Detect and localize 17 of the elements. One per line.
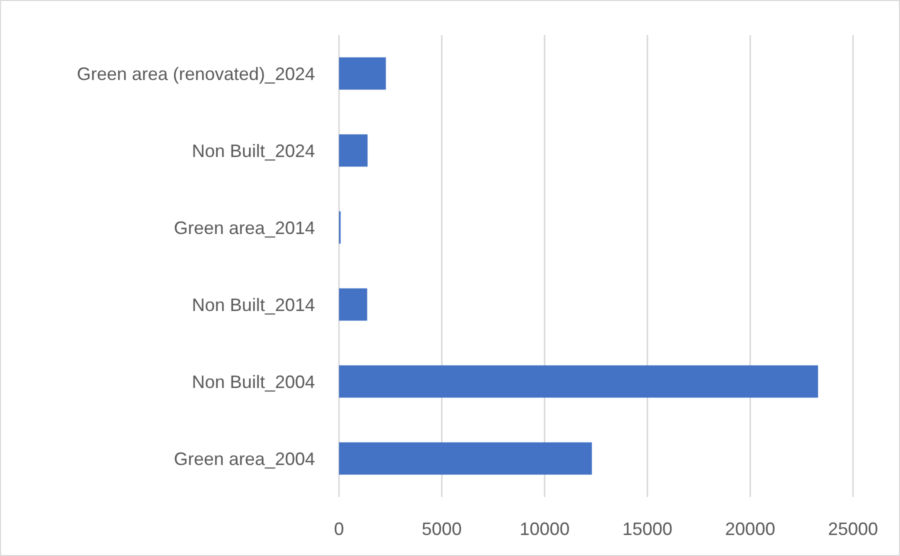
bar xyxy=(339,442,592,475)
y-tick-label: Green area_2004 xyxy=(174,448,315,469)
x-tick-label: 15000 xyxy=(622,519,672,539)
x-tick-label: 5000 xyxy=(422,519,462,539)
x-tick-label: 20000 xyxy=(725,519,776,539)
y-tick-label: Green area (renovated)_2024 xyxy=(76,64,315,84)
bar xyxy=(339,134,368,167)
y-tick-label: Non Built_2014 xyxy=(192,294,315,315)
x-tick-label: 25000 xyxy=(828,519,878,539)
y-tick-label: Green area_2014 xyxy=(174,218,315,238)
bar xyxy=(339,288,368,321)
y-tick-label: Non Built_2024 xyxy=(192,140,315,161)
bar xyxy=(339,57,386,90)
x-tick-label: 0 xyxy=(334,519,344,539)
y-tick-label: Non Built_2004 xyxy=(192,372,315,392)
bar xyxy=(339,365,818,398)
x-tick-label: 10000 xyxy=(520,519,570,539)
